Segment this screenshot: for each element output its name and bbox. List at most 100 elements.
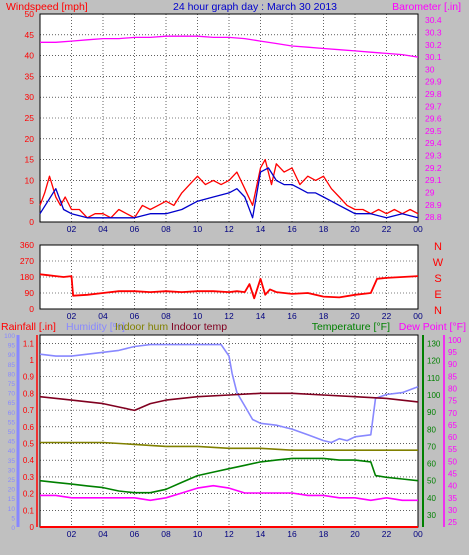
temp-hum-x-tick-label: 10 <box>193 529 203 539</box>
dew-point-y-tick: 90 <box>448 360 457 369</box>
humidity-y-tick: 20 <box>8 487 16 494</box>
wind-baro-x-tick-label: 18 <box>319 224 329 234</box>
temperature-y-tick: 80 <box>427 425 436 434</box>
humidity-line <box>39 343 419 444</box>
rainfall-y-tick: 0.8 <box>23 389 35 398</box>
barometer-line <box>40 35 419 58</box>
barometer-y-tick: 29.8 <box>425 89 442 99</box>
wind-direction-x-tick-label: 14 <box>256 311 266 321</box>
barometer-y-tick: 29.5 <box>425 126 442 136</box>
temp-hum-x-tick-label: 22 <box>382 529 392 539</box>
temperature-y-tick: 130 <box>427 340 441 349</box>
compass-label: N <box>434 241 442 253</box>
rainfall-y-tick: 0.5 <box>23 440 35 449</box>
temperature-y-tick: 60 <box>427 460 436 469</box>
humidity-y-tick: 75 <box>8 381 16 388</box>
rainfall-y-tick: 0.4 <box>23 456 35 465</box>
dew-point-y-tick: 75 <box>448 397 457 406</box>
windspeed-y-tick: 15 <box>25 155 35 165</box>
temperature-line <box>39 457 419 494</box>
compass-label: E <box>434 289 441 301</box>
temp-hum-x-tick-label: 20 <box>350 529 360 539</box>
barometer-y-tick: 29 <box>425 187 435 197</box>
legend-humidity: Humidity [%] <box>66 321 125 333</box>
barometer-y-tick: 30.3 <box>425 27 442 37</box>
wind-baro-x-tick-label: 22 <box>382 224 392 234</box>
humidity-y-tick: 15 <box>8 496 16 503</box>
direction-y-tick: 270 <box>20 256 34 266</box>
wind-baro-x-tick-label: 14 <box>256 224 266 234</box>
rainfall-y-tick: 1.1 <box>23 339 35 348</box>
barometer-y-tick: 29.9 <box>425 77 442 87</box>
temperature-y-tick: 100 <box>427 391 441 400</box>
legend-rainfall: Rainfall [.in] <box>1 321 56 333</box>
barometer-y-tick: 29.1 <box>425 175 442 185</box>
humidity-y-tick: 55 <box>8 419 16 426</box>
humidity-y-tick: 10 <box>8 506 16 513</box>
humidity-y-tick: 30 <box>8 467 16 474</box>
dew-point-y-tick: 55 <box>448 445 457 454</box>
direction-y-tick: 0 <box>29 304 34 314</box>
rainfall-y-tick: 0 <box>30 523 35 532</box>
humidity-y-tick: 95 <box>8 343 16 350</box>
wind-direction-x-tick-label: 06 <box>130 311 140 321</box>
wind-direction-x-tick-label: 02 <box>67 311 77 321</box>
barometer-y-tick: 30.4 <box>425 15 442 25</box>
windspeed-line <box>39 158 419 219</box>
rainfall-y-tick: 0.1 <box>23 506 35 515</box>
wind-baro-x-tick-label: 06 <box>130 224 140 234</box>
barometer-y-tick: 29.3 <box>425 151 442 161</box>
wind-direction-x-tick-label: 18 <box>319 311 329 321</box>
barometer-y-tick: 29.2 <box>425 163 442 173</box>
wind-direction-x-tick-label: 22 <box>382 311 392 321</box>
barometer-y-tick: 29.7 <box>425 101 442 111</box>
barometer-y-tick: 30 <box>425 64 435 74</box>
rainfall-y-tick: 0.9 <box>23 373 35 382</box>
legend-temperature: Temperature [°F] <box>312 321 390 333</box>
temp-hum-x-tick-label: 04 <box>98 529 108 539</box>
temperature-y-tick: 90 <box>427 408 436 417</box>
compass-label: N <box>434 305 442 317</box>
windspeed-y-tick: 40 <box>25 51 35 61</box>
dew-point-y-tick: 60 <box>448 433 457 442</box>
humidity-y-tick: 90 <box>8 352 16 359</box>
rainfall-y-tick: 0.6 <box>23 423 35 432</box>
dew-point-y-tick: 35 <box>448 494 457 503</box>
windspeed-y-tick: 25 <box>25 113 35 123</box>
compass-label: W <box>433 257 444 269</box>
rainfall-y-tick: 1 <box>30 356 35 365</box>
windspeed-y-tick: 30 <box>25 92 35 102</box>
windspeed-y-tick: 35 <box>25 71 35 81</box>
rainfall-y-tick: 0.3 <box>23 473 35 482</box>
humidity-y-tick: 45 <box>8 439 16 446</box>
wind-direction-x-tick-label: 20 <box>350 311 360 321</box>
windspeed-y-tick: 45 <box>25 30 35 40</box>
humidity-y-tick: 80 <box>8 371 16 378</box>
dew-point-y-tick: 100 <box>448 336 462 345</box>
humidity-y-tick: 65 <box>8 400 16 407</box>
humidity-y-tick: 85 <box>8 362 16 369</box>
barometer-y-tick: 30.2 <box>425 40 442 50</box>
legend-indoor-temp: Indoor temp <box>171 321 227 333</box>
humidity-y-tick: 50 <box>8 429 16 436</box>
windspeed-y-tick: 50 <box>25 9 35 19</box>
humidity-y-tick: 0 <box>11 525 15 532</box>
direction-y-tick: 360 <box>20 240 34 250</box>
wind-direction-x-tick-label: 08 <box>161 311 171 321</box>
dew-point-line <box>40 484 418 502</box>
windspeed-y-tick: 5 <box>29 196 34 206</box>
temp-hum-x-tick-label: 18 <box>319 529 329 539</box>
wind-direction-x-tick-label: 16 <box>287 311 297 321</box>
wind-baro-x-tick-label: 02 <box>67 224 77 234</box>
direction-y-tick: 180 <box>20 272 34 282</box>
windspeed-axis-title: Windspeed [mph] <box>6 1 88 13</box>
temp-hum-x-tick-label: 14 <box>256 529 266 539</box>
indoor-temp-line <box>39 392 419 412</box>
dew-point-y-tick: 95 <box>448 348 457 357</box>
average-windspeed-line <box>39 167 419 219</box>
temperature-y-tick: 70 <box>427 442 436 451</box>
barometer-axis-title: Barometer [.in] <box>392 1 461 13</box>
rainfall-y-tick: 0.2 <box>23 490 35 499</box>
